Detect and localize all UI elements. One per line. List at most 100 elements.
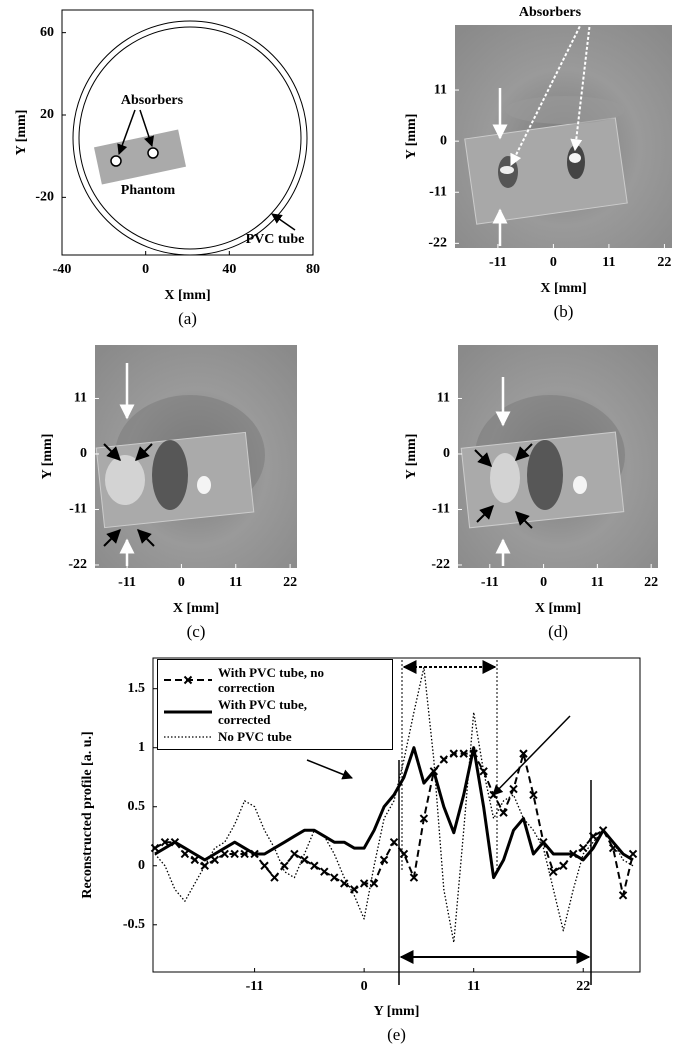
legend: With PVC tube, no correction With PVC tub…: [157, 659, 393, 750]
point-marker: [379, 855, 389, 865]
arrow: [510, 21, 583, 167]
point-marker: [588, 832, 598, 841]
x-tick-label: 0: [540, 575, 547, 590]
annotation: Phantom: [121, 183, 176, 198]
y-tick-label: 11: [434, 82, 447, 97]
y-tick-label: 60: [40, 25, 54, 40]
arrow: [570, 21, 591, 152]
caption: (e): [387, 1025, 406, 1044]
x-axis-label: X [mm]: [173, 601, 219, 616]
spot: [573, 476, 587, 494]
x-tick-label: 0: [142, 262, 149, 277]
y-tick-label: 0: [440, 133, 447, 148]
spot: [500, 166, 514, 174]
y-axis-label: Y [mm]: [404, 434, 419, 480]
point-marker: [320, 867, 329, 876]
annotation: PVC tube: [246, 232, 305, 247]
y-axis-label: Y [mm]: [40, 434, 55, 480]
x-tick-label: 22: [657, 255, 671, 270]
arrow: [139, 109, 154, 147]
point-marker: [449, 749, 458, 758]
point-marker: [150, 843, 160, 853]
x-tick-label: -11: [481, 575, 499, 590]
point-marker: [419, 814, 429, 823]
spot: [569, 153, 581, 163]
y-tick-label: 1: [138, 740, 145, 755]
y-axis-label: Reconstructed profile [a. u.]: [80, 731, 95, 898]
point-marker: [180, 849, 190, 859]
point-marker: [200, 861, 209, 870]
y-tick-label: -22: [431, 557, 450, 572]
x-tick-label: 11: [591, 575, 604, 590]
y-tick-label: 20: [40, 107, 54, 122]
caption: (c): [187, 622, 206, 641]
arrow: [306, 759, 353, 780]
point-marker: [479, 767, 488, 776]
y-tick-label: 11: [74, 391, 87, 406]
phantom: [464, 117, 628, 225]
point-marker: [160, 837, 170, 847]
spot: [105, 455, 145, 505]
y-tick-label: -11: [69, 502, 87, 517]
absorber: [147, 147, 159, 159]
arrow: [515, 511, 533, 529]
spot: [197, 476, 211, 494]
y-tick-label: -11: [429, 184, 447, 199]
y-tick-label: 11: [437, 391, 450, 406]
y-tick-label: 0.5: [128, 799, 146, 814]
point-marker: [399, 849, 409, 859]
point-marker: [509, 784, 518, 794]
x-tick-label: 22: [644, 575, 658, 590]
point-marker: [310, 861, 319, 870]
arrow: [103, 443, 121, 461]
x-tick-label: -11: [489, 255, 507, 270]
point-marker: [459, 749, 468, 758]
spot: [152, 440, 188, 510]
annotation: Absorbers: [121, 93, 184, 108]
y-tick-label: 0: [138, 858, 145, 873]
point-marker: [220, 849, 229, 859]
point-marker: [280, 861, 289, 870]
caption: (a): [178, 309, 197, 328]
arrow: [117, 109, 136, 155]
point-marker: [190, 855, 200, 865]
x-tick-label: 40: [222, 262, 236, 277]
x-tick-label: -11: [118, 575, 136, 590]
y-tick-label: -0.5: [123, 917, 145, 932]
x-tick-label: 0: [178, 575, 185, 590]
spot: [527, 440, 563, 510]
x-tick-label: 80: [306, 262, 320, 277]
arrow: [103, 529, 121, 547]
caption: (b): [554, 302, 574, 321]
x-tick-label: 22: [283, 575, 297, 590]
y-tick-label: -22: [68, 557, 87, 572]
panel-e-annotations: [152, 657, 641, 985]
point-marker: [499, 808, 508, 817]
legend-label: No PVC tube: [218, 729, 292, 744]
series-line: [154, 666, 634, 944]
x-tick-label: 0: [361, 979, 368, 994]
legend-marker: [183, 675, 193, 685]
absorber: [110, 155, 122, 167]
point-marker: [489, 790, 498, 800]
y-tick-label: 0: [80, 446, 87, 461]
x-tick-label: 11: [602, 255, 615, 270]
legend-swatch: [164, 735, 212, 738]
tube-outer: [72, 20, 308, 256]
panel-a-schematic: Absorbers Phantom PVC tube: [61, 9, 314, 256]
point-marker: [618, 891, 628, 900]
x-axis-label: X [mm]: [540, 281, 586, 296]
x-tick-label: 22: [576, 979, 590, 994]
x-axis-label: Y [mm]: [374, 1004, 420, 1019]
point-marker: [240, 849, 249, 859]
y-tick-label: 0: [443, 446, 450, 461]
arrow: [492, 715, 571, 796]
x-tick-label: -40: [53, 262, 72, 277]
y-axis-label: Y [mm]: [14, 110, 29, 156]
legend-entry: With PVC tube, no correction: [158, 665, 392, 695]
legend-label: With PVC tube, corrected: [218, 697, 307, 727]
y-tick-label: -11: [432, 502, 450, 517]
caption: (d): [548, 622, 568, 641]
